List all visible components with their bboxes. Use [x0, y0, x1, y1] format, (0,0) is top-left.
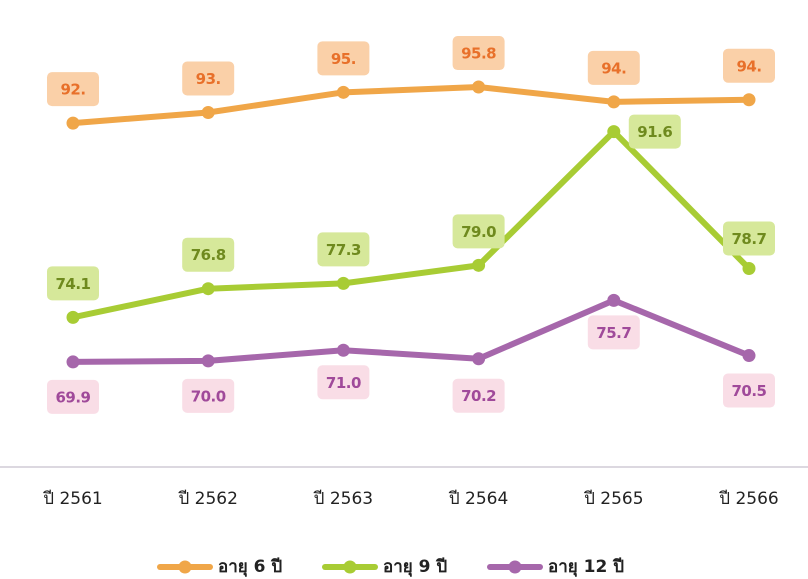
label-box: [182, 378, 235, 413]
label-box: [452, 36, 505, 71]
point: [742, 349, 756, 363]
data-label: 78.7: [731, 230, 766, 248]
label-box: [723, 221, 775, 256]
point: [742, 93, 756, 107]
point: [66, 310, 80, 324]
legend-label: อายุ 9 ปี: [383, 556, 447, 577]
data-label: 70.5: [731, 382, 766, 400]
label-box: [723, 48, 775, 83]
point: [472, 258, 486, 272]
point: [336, 343, 350, 357]
label-box: [182, 237, 235, 272]
data-label: 79.0: [461, 223, 496, 241]
point: [201, 354, 215, 368]
point: [201, 282, 215, 296]
x-tick-label: ปี 2566: [718, 489, 778, 509]
point: [472, 80, 486, 94]
label-box: [47, 72, 99, 107]
label-box: [47, 266, 99, 301]
data-label: 75.7: [596, 324, 631, 342]
label-box: [452, 214, 505, 249]
data-label: 77.3: [326, 241, 361, 259]
label-box: [47, 379, 99, 414]
data-label: 71.0: [326, 374, 361, 392]
point: [201, 106, 215, 120]
point: [66, 355, 80, 369]
label-box: [723, 373, 775, 408]
series-line: [70, 297, 752, 365]
label-box: [628, 114, 681, 149]
label-box: [587, 50, 640, 85]
point: [336, 276, 350, 290]
series-line: [70, 84, 752, 127]
data-label: 70.0: [191, 387, 226, 405]
data-label: 93.: [196, 70, 221, 88]
label-box: [317, 365, 370, 400]
label-box: [182, 61, 235, 96]
data-label: 69.9: [55, 388, 90, 406]
point: [607, 293, 621, 307]
label-box: [317, 41, 370, 76]
label-box: [587, 315, 640, 350]
legend-marker: [508, 560, 522, 574]
series-line: [70, 128, 752, 321]
x-tick-label: ปี 2562: [178, 489, 238, 509]
x-tick-label: ปี 2561: [42, 489, 102, 509]
data-label: 70.2: [461, 387, 496, 405]
x-tick-label: ปี 2565: [583, 489, 643, 509]
legend-label: อายุ 6 ปี: [218, 556, 282, 577]
data-label: 91.6: [637, 123, 672, 141]
data-label: 76.8: [191, 246, 226, 264]
data-label: 92.: [60, 81, 85, 99]
data-label: 95.8: [461, 45, 496, 63]
data-label: 94.: [736, 57, 761, 75]
point: [336, 85, 350, 99]
legend-label: อายุ 12 ปี: [548, 556, 624, 577]
point: [742, 262, 756, 276]
x-tick-label: ปี 2563: [313, 489, 373, 509]
legend-marker: [178, 560, 192, 574]
point: [66, 116, 80, 130]
data-label: 94.: [601, 59, 626, 77]
data-label: 95.: [331, 50, 356, 68]
label-box: [317, 232, 370, 267]
point: [607, 125, 621, 139]
point: [472, 352, 486, 366]
legend-marker: [343, 560, 357, 574]
point: [607, 95, 621, 109]
x-tick-label: ปี 2564: [448, 489, 508, 509]
data-label: 74.1: [55, 275, 90, 293]
label-box: [452, 378, 505, 413]
